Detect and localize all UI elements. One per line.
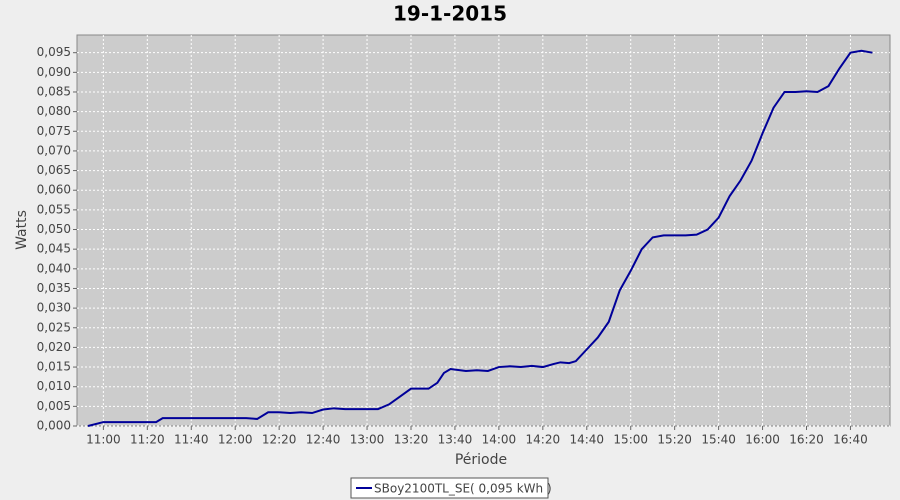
- y-tick-label: 0,010: [37, 379, 71, 393]
- plot-area: [76, 34, 891, 427]
- y-tick-label: 0,080: [37, 104, 71, 118]
- x-tick-label: 14:20: [526, 433, 561, 447]
- y-tick-label: 0,000: [37, 419, 71, 433]
- chart-title: 19-1-2015: [393, 2, 507, 26]
- x-tick-label: 12:40: [306, 433, 341, 447]
- y-tick-label: 0,070: [37, 143, 71, 157]
- y-tick-label: 0,055: [37, 202, 71, 216]
- y-tick-label: 0,045: [37, 242, 71, 256]
- x-tick-label: 15:00: [613, 433, 648, 447]
- y-tick-label: 0,005: [37, 399, 71, 413]
- x-tick-label: 16:20: [789, 433, 824, 447]
- y-tick-label: 0,020: [37, 340, 71, 354]
- x-axis-label: Période: [455, 452, 507, 468]
- y-tick-label: 0,040: [37, 261, 71, 275]
- x-tick-label: 16:40: [833, 433, 868, 447]
- x-tick-label: 12:20: [262, 433, 297, 447]
- y-tick-label: 0,050: [37, 222, 71, 236]
- x-tick-label: 11:00: [86, 433, 121, 447]
- legend: [350, 477, 549, 499]
- x-tick-label: 15:20: [657, 433, 692, 447]
- y-tick-label: 0,075: [37, 124, 71, 138]
- x-tick-label: 13:00: [350, 433, 385, 447]
- x-tick-label: 14:40: [569, 433, 604, 447]
- y-tick-label: 0,060: [37, 183, 71, 197]
- series-line: [87, 49, 873, 427]
- x-tick-label: 15:40: [701, 433, 736, 447]
- x-tick-label: 14:00: [482, 433, 517, 447]
- y-tick-label: 0,065: [37, 163, 71, 177]
- x-tick-label: 12:00: [218, 433, 253, 447]
- y-tick-label: 0,030: [37, 301, 71, 315]
- x-tick-label: 13:40: [438, 433, 473, 447]
- y-tick-label: 0,095: [37, 45, 71, 59]
- y-axis-label: Watts: [14, 210, 30, 250]
- x-tick-label: 11:20: [130, 433, 165, 447]
- y-tick-label: 0,085: [37, 84, 71, 98]
- y-tick-label: 0,035: [37, 281, 71, 295]
- y-tick-label: 0,015: [37, 360, 71, 374]
- y-tick-label: 0,025: [37, 320, 71, 334]
- x-tick-label: 13:20: [394, 433, 429, 447]
- x-tick-label: 16:00: [745, 433, 780, 447]
- x-tick-label: 11:40: [174, 433, 209, 447]
- y-tick-label: 0,090: [37, 65, 71, 79]
- legend-label: SBoy2100TL_SE( 0,095 kWh ): [374, 482, 552, 496]
